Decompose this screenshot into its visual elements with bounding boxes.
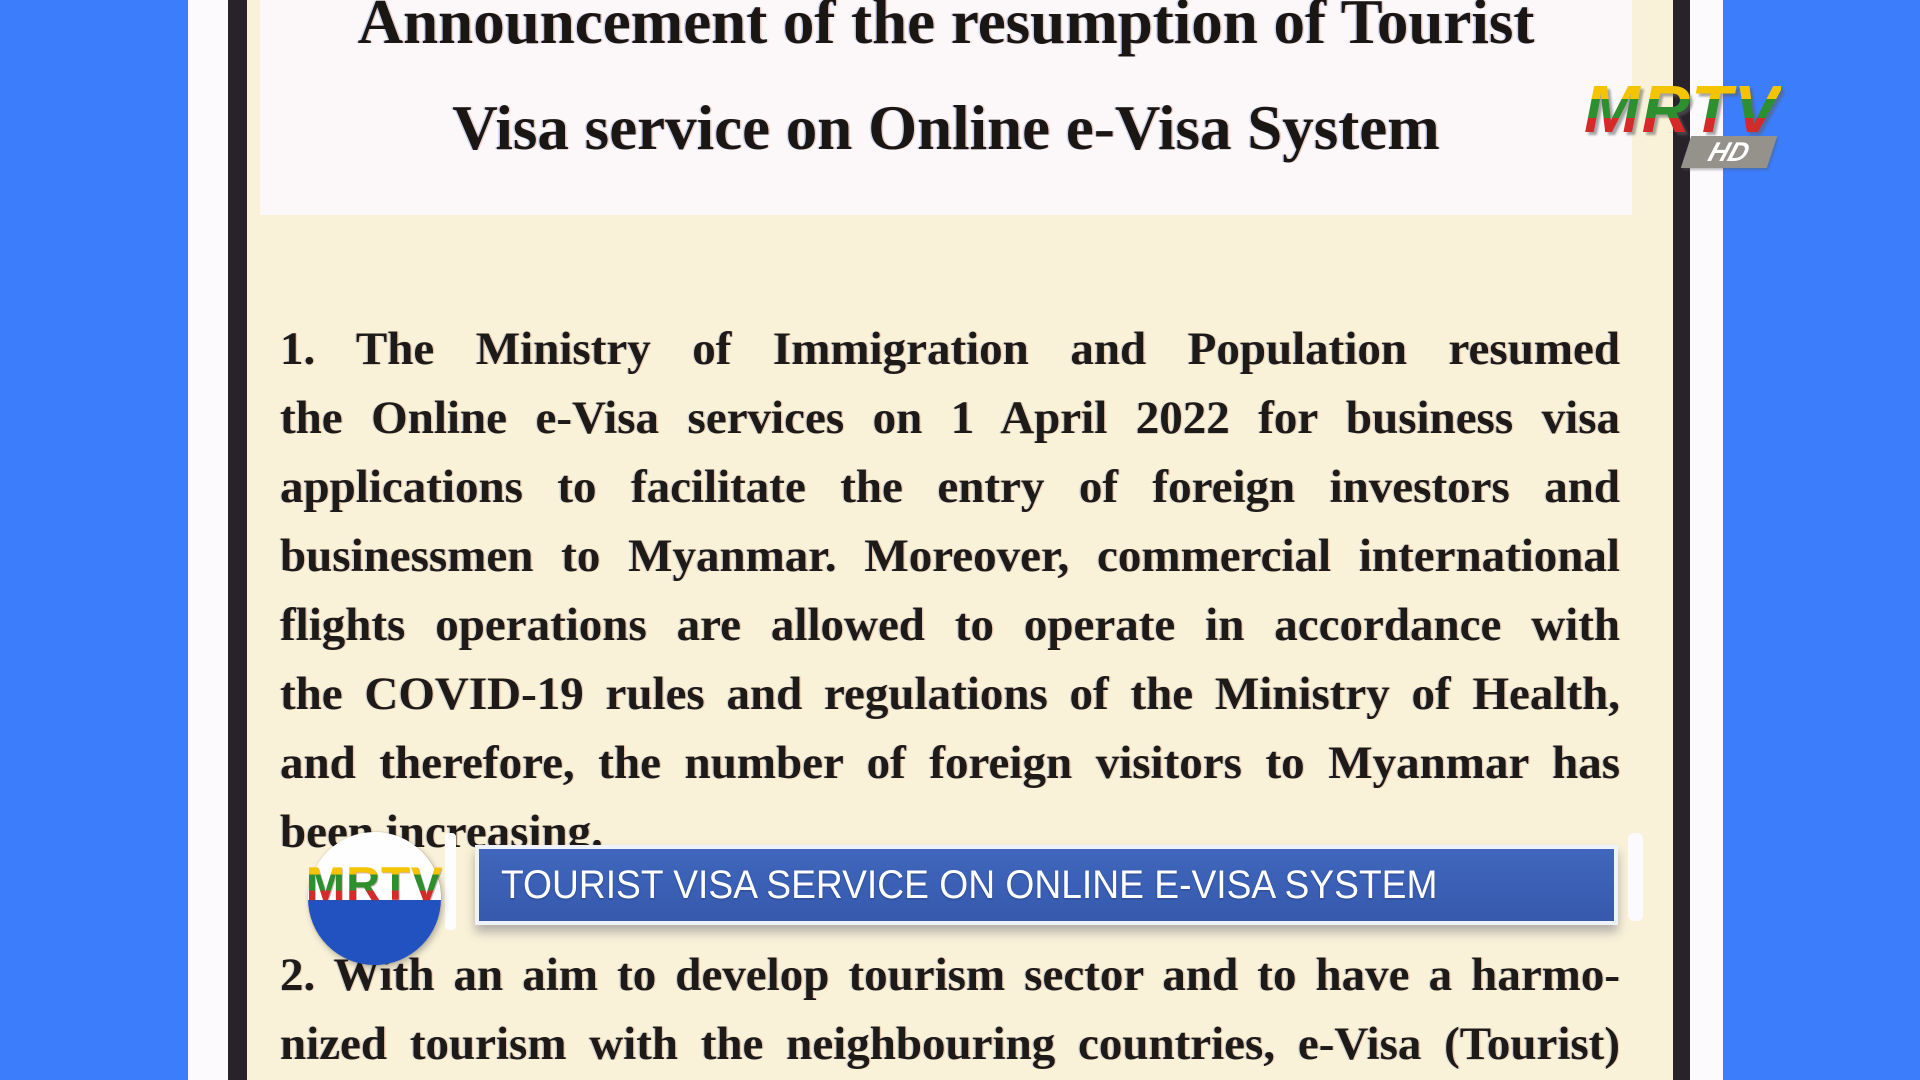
paragraph-2: 2. With an aim to develop tourism sector… [280,941,1620,1079]
paragraph-1-line: applications to facilitate the entry of … [280,461,1620,513]
mrtv-logo-text: MRTV [1584,72,1781,147]
paragraph-2-line: 2. With an aim to develop tourism sector… [280,949,1620,1001]
document-page: Announcement of the resumption of Touris… [228,0,1690,1080]
paragraph-1: 1. The Ministry of Immigration and Popul… [280,315,1620,867]
lower-third-headline: TOURIST VISA SERVICE ON ONLINE E-VISA SY… [501,862,1438,907]
hd-badge-label: HD [1704,136,1754,167]
document-title-block: Announcement of the resumption of Touris… [260,0,1632,215]
paragraph-1-line: the Online e-Visa services on 1 April 20… [280,392,1620,444]
paragraph-1-line: and therefore, the number of foreign vis… [280,737,1620,789]
lower-third-left-divider [445,833,456,930]
paragraph-1-line: businessmen to Myanmar. Moreover, commer… [280,530,1620,582]
mrtv-circle-logo-icon: MRTV [305,832,444,965]
lower-third-right-bar [1628,833,1643,921]
hd-badge: HD [1680,136,1778,168]
paragraph-2-line: nized tourism with the neighbouring coun… [280,1018,1620,1070]
paragraph-1-line: flights operations are allowed to operat… [280,599,1620,651]
mrtv-hd-logo-icon: MRTV HD [1584,70,1804,190]
lower-third-banner: TOURIST VISA SERVICE ON ONLINE E-VISA SY… [475,845,1618,925]
mrtv-circle-logo-text: MRTV [305,857,444,910]
paragraph-1-line: the COVID-19 rules and regulations of th… [280,668,1620,720]
document-title-line-2: Visa service on Online e-Visa System [452,93,1440,163]
document-sheet: Announcement of the resumption of Touris… [188,0,1723,1080]
document-title-line-1: Announcement of the resumption of Touris… [357,0,1535,57]
paragraph-1-line: 1. The Ministry of Immigration and Popul… [280,323,1620,375]
